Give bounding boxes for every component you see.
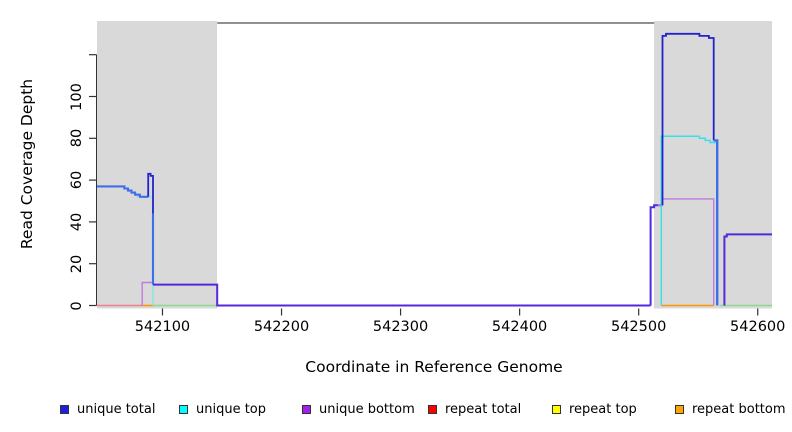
x-axis-title: Coordinate in Reference Genome bbox=[305, 358, 563, 376]
legend-label: repeat top bbox=[569, 401, 637, 417]
legend-item-repeat-top: repeat top bbox=[552, 401, 637, 417]
y-tick-label: 0 bbox=[69, 300, 85, 311]
legend-label: unique total bbox=[77, 401, 156, 417]
series-segment-unique-total-right-blend-drop bbox=[713, 139, 719, 306]
axes-layer bbox=[89, 22, 759, 316]
series-segment-unique-total-left-spike bbox=[147, 172, 154, 214]
legend-swatch-icon bbox=[60, 404, 69, 414]
series-segment-unique-bottom-left bbox=[141, 281, 153, 306]
legend-swatch-icon bbox=[302, 404, 311, 414]
series-segment-unique-total-right-navy bbox=[661, 32, 715, 206]
x-tick-label: 542200 bbox=[253, 319, 310, 335]
legend-label: repeat total bbox=[445, 401, 522, 417]
legend-item-unique-top: unique top bbox=[179, 401, 266, 417]
y-tick-label: 20 bbox=[69, 254, 85, 273]
legend-item-unique-total: unique total bbox=[60, 401, 155, 417]
x-tick-label: 542300 bbox=[372, 319, 429, 335]
series-segment-unique-top-right bbox=[660, 135, 718, 306]
legend-label: unique bottom bbox=[319, 401, 415, 417]
series-segment-unique-total-left-blend bbox=[97, 185, 149, 198]
series-layer bbox=[97, 32, 772, 307]
y-axis-title: Read Coverage Depth bbox=[18, 78, 36, 250]
left-repeat-region bbox=[97, 21, 218, 309]
y-tick-label: 80 bbox=[69, 129, 85, 148]
legend-swatch-icon bbox=[675, 404, 684, 414]
legend-item-repeat-total: repeat total bbox=[428, 401, 521, 417]
legend-swatch-icon bbox=[552, 404, 561, 414]
x-tick-label: 542100 bbox=[134, 319, 191, 335]
y-tick-label: 40 bbox=[69, 212, 85, 232]
shaded-regions-layer bbox=[97, 21, 772, 309]
legend-label: unique top bbox=[196, 401, 267, 417]
x-tick-label: 542500 bbox=[610, 319, 667, 335]
series-segment-unique-total-zero-mid bbox=[153, 283, 651, 307]
series-segment-unique-total-right-end bbox=[723, 233, 772, 306]
y-tick-label: 100 bbox=[69, 82, 85, 111]
series-segment-unique-total-right-rise bbox=[649, 204, 663, 306]
legend-label: repeat bottom bbox=[692, 401, 786, 417]
legend-item-unique-bottom: unique bottom bbox=[302, 401, 415, 417]
legend-swatch-icon bbox=[179, 404, 188, 414]
legend-item-repeat-bottom: repeat bottom bbox=[675, 401, 786, 417]
y-tick-label: 60 bbox=[69, 170, 85, 190]
x-tick-label: 542400 bbox=[491, 319, 548, 335]
x-tick-label: 542600 bbox=[730, 319, 786, 335]
legend-swatch-icon bbox=[428, 404, 437, 414]
